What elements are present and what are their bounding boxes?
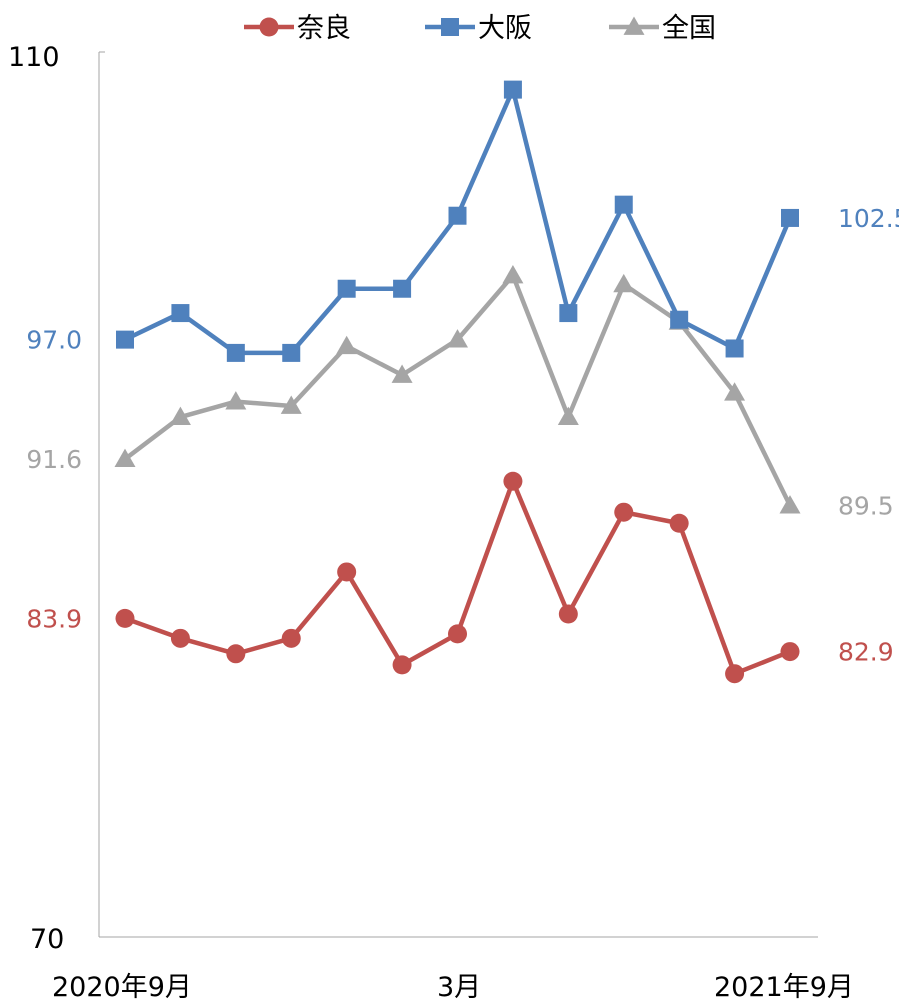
data-point-1-0 bbox=[116, 330, 134, 349]
end-value-label-2: 89.5 bbox=[838, 492, 894, 521]
start-value-label-2: 91.6 bbox=[26, 445, 82, 474]
data-point-1-10 bbox=[670, 310, 689, 329]
data-point-1-9 bbox=[614, 195, 633, 214]
y-tick-label-min: 70 bbox=[30, 924, 64, 955]
end-value-label-0: 82.9 bbox=[838, 638, 894, 667]
data-point-2-1 bbox=[169, 406, 191, 425]
data-point-2-4 bbox=[336, 335, 358, 355]
data-point-1-12 bbox=[781, 208, 799, 227]
value-labels: 83.9 82.9 97.0 102.5 91.6 89.5 bbox=[26, 204, 899, 667]
legend-marker-0 bbox=[259, 17, 279, 37]
legend: 奈良 大阪 全国 bbox=[244, 13, 716, 44]
series-line-2 bbox=[123, 273, 793, 507]
data-point-2-7 bbox=[502, 264, 524, 284]
data-point-1-7 bbox=[503, 80, 522, 99]
data-point-0-3 bbox=[281, 628, 301, 648]
data-point-0-7 bbox=[503, 471, 523, 491]
data-point-2-3 bbox=[280, 395, 302, 414]
data-point-0-9 bbox=[614, 502, 634, 522]
data-point-1-2 bbox=[226, 343, 245, 362]
end-value-label-1: 102.5 bbox=[838, 204, 899, 233]
data-point-0-2 bbox=[226, 644, 246, 664]
data-point-1-3 bbox=[282, 343, 301, 362]
data-point-1-8 bbox=[559, 304, 578, 323]
data-point-0-0 bbox=[115, 608, 135, 628]
legend-label-2: 全国 bbox=[662, 13, 716, 44]
x-tick-label-start: 2020年9月 bbox=[52, 972, 192, 1000]
data-point-2-6 bbox=[447, 329, 468, 348]
start-value-label-0: 83.9 bbox=[26, 604, 82, 633]
data-point-1-4 bbox=[337, 279, 356, 298]
data-point-2-0 bbox=[114, 448, 136, 467]
data-point-0-1 bbox=[170, 628, 190, 648]
data-point-0-11 bbox=[725, 664, 745, 684]
data-point-1-11 bbox=[725, 339, 744, 358]
data-point-2-8 bbox=[557, 406, 579, 425]
legend-marker-2 bbox=[623, 16, 645, 35]
data-point-0-10 bbox=[669, 513, 689, 533]
axes: 110 70 2020年9月 3月 2021年9月 bbox=[8, 42, 854, 1000]
data-point-0-6 bbox=[448, 624, 467, 644]
legend-label-1: 大阪 bbox=[478, 13, 532, 44]
x-tick-label-end: 2021年9月 bbox=[714, 972, 854, 1000]
data-point-2-12 bbox=[779, 495, 801, 514]
data-point-1-6 bbox=[448, 206, 467, 225]
x-tick-label-mid: 3月 bbox=[437, 972, 481, 1000]
series-line-0 bbox=[124, 478, 791, 676]
y-tick-label-max: 110 bbox=[8, 42, 60, 73]
data-point-1-5 bbox=[393, 279, 412, 298]
data-point-2-9 bbox=[613, 273, 635, 293]
legend-marker-1 bbox=[441, 18, 459, 36]
data-point-0-5 bbox=[392, 655, 412, 675]
data-point-2-2 bbox=[225, 391, 247, 410]
start-value-label-1: 97.0 bbox=[26, 326, 82, 355]
data-point-0-12 bbox=[780, 642, 800, 662]
data-point-1-1 bbox=[171, 304, 190, 323]
data-point-0-8 bbox=[558, 604, 578, 624]
data-point-0-4 bbox=[337, 562, 357, 582]
legend-label-0: 奈良 bbox=[297, 13, 351, 44]
series-layer bbox=[114, 80, 801, 684]
data-point-2-11 bbox=[724, 382, 746, 401]
data-point-2-5 bbox=[391, 364, 413, 383]
